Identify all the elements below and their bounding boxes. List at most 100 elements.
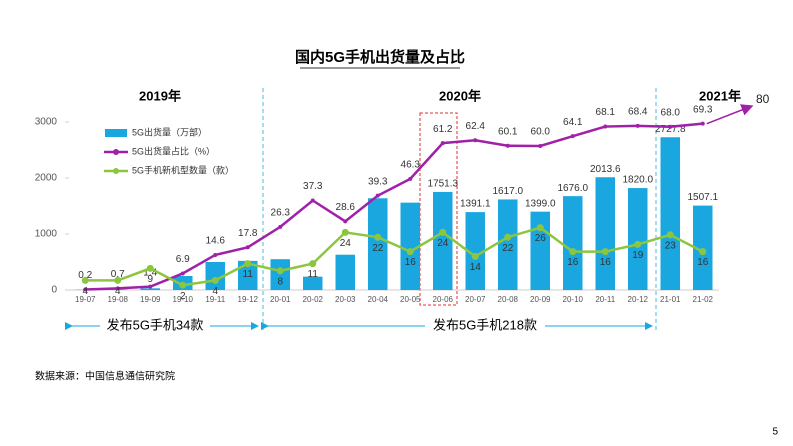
point (668, 124, 673, 129)
x-tick-label: 20-07 (465, 295, 486, 304)
point-label: 24 (340, 238, 352, 249)
legend-label: 5G手机新机型数量（款） (132, 164, 234, 175)
bar (465, 212, 485, 290)
point-label: 22 (502, 243, 514, 254)
bar (693, 205, 713, 290)
point (375, 193, 380, 198)
bar (238, 260, 258, 290)
release-label: 发布5G手机34款 (107, 317, 204, 332)
bar-label: 1751.3 (427, 179, 458, 190)
point (569, 248, 577, 256)
point (81, 276, 89, 284)
point (213, 252, 218, 257)
point-label: 16 (405, 257, 417, 268)
point-label: 62.4 (466, 121, 486, 132)
x-tick-label: 20-11 (595, 295, 615, 304)
y-tick-label: 1000 (35, 229, 58, 240)
bar-label: 1399.0 (525, 198, 556, 209)
point (115, 286, 120, 291)
point (146, 264, 154, 272)
bar (400, 202, 420, 290)
forecast-arrow (706, 104, 754, 125)
bar (563, 196, 583, 290)
point-label: 23 (665, 240, 677, 251)
x-tick-label: 20-08 (498, 295, 519, 304)
legend-label: 5G出货量（万部） (132, 126, 207, 137)
point-label: 60.1 (498, 126, 518, 137)
point-label: 11 (308, 269, 319, 280)
point-label: 17.8 (238, 228, 258, 239)
year-label: 2019年 (139, 88, 181, 103)
point-label: 0.2 (78, 270, 92, 281)
bar (628, 188, 648, 290)
bar-label: 2013.6 (590, 164, 621, 175)
bar (498, 199, 518, 290)
chart-title: 国内5G手机出货量及占比 (295, 48, 465, 66)
x-tick-label: 19-11 (205, 295, 225, 304)
point (603, 124, 608, 129)
point (309, 260, 317, 268)
point (699, 248, 707, 256)
point (570, 134, 575, 139)
point (439, 228, 447, 236)
point-label: 69.3 (693, 104, 713, 115)
point (406, 248, 414, 256)
bar (595, 177, 615, 290)
x-tick-label: 20-01 (270, 295, 291, 304)
point-label: 19 (632, 250, 644, 261)
point (276, 267, 284, 275)
page-number: 5 (772, 427, 778, 438)
x-tick-label: 19-07 (75, 295, 96, 304)
y-tick-label: 0 (51, 285, 57, 296)
x-tick-label: 20-02 (303, 295, 324, 304)
point (179, 281, 187, 289)
point-label: 39.3 (368, 176, 388, 187)
bar-label: 1617.0 (492, 186, 523, 197)
bar-label: 1507.1 (687, 192, 718, 203)
x-tick-label: 21-02 (693, 295, 714, 304)
point (114, 276, 122, 284)
bar-label: 2727.8 (655, 124, 686, 135)
point (341, 228, 349, 236)
point-label: 64.1 (563, 117, 583, 128)
point-label: 22 (372, 243, 384, 254)
point-label: 14 (470, 262, 482, 273)
point-label: 4 (82, 286, 88, 297)
bar (335, 254, 355, 290)
x-tick-label: 20-03 (335, 295, 356, 304)
y-tick-label: 2000 (35, 173, 58, 184)
point-label: 46.3 (401, 160, 421, 171)
point-label: 6.9 (176, 254, 190, 265)
point (180, 271, 185, 276)
point-label: 26 (535, 233, 547, 244)
point-label: 68.4 (628, 106, 648, 117)
x-tick-label: 20-10 (563, 295, 584, 304)
point (601, 248, 609, 256)
bar (205, 262, 225, 290)
bar-label: 1820.0 (622, 175, 653, 186)
point (536, 224, 544, 232)
point-label: 37.3 (303, 181, 323, 192)
point-label: 16 (567, 257, 579, 268)
point (471, 252, 479, 260)
source: 数据来源：中国信息通信研究院 (35, 370, 175, 383)
point (505, 143, 510, 148)
bar (433, 191, 453, 290)
bar (303, 276, 323, 290)
x-tick-label: 20-12 (628, 295, 649, 304)
point-label: 4 (212, 286, 218, 297)
point (440, 141, 445, 146)
release-label: 发布5G手机218款 (433, 317, 537, 332)
point (245, 245, 250, 250)
x-tick-label: 20-05 (400, 295, 421, 304)
x-tick-label: 19-08 (108, 295, 129, 304)
x-tick-label: 21-01 (660, 295, 681, 304)
point (634, 240, 642, 248)
point-label: 4 (115, 286, 121, 297)
point (700, 121, 705, 126)
point-label: 24 (437, 238, 449, 249)
point-label: 68.0 (661, 107, 681, 118)
year-label: 2021年 (699, 88, 741, 103)
point (83, 287, 88, 292)
